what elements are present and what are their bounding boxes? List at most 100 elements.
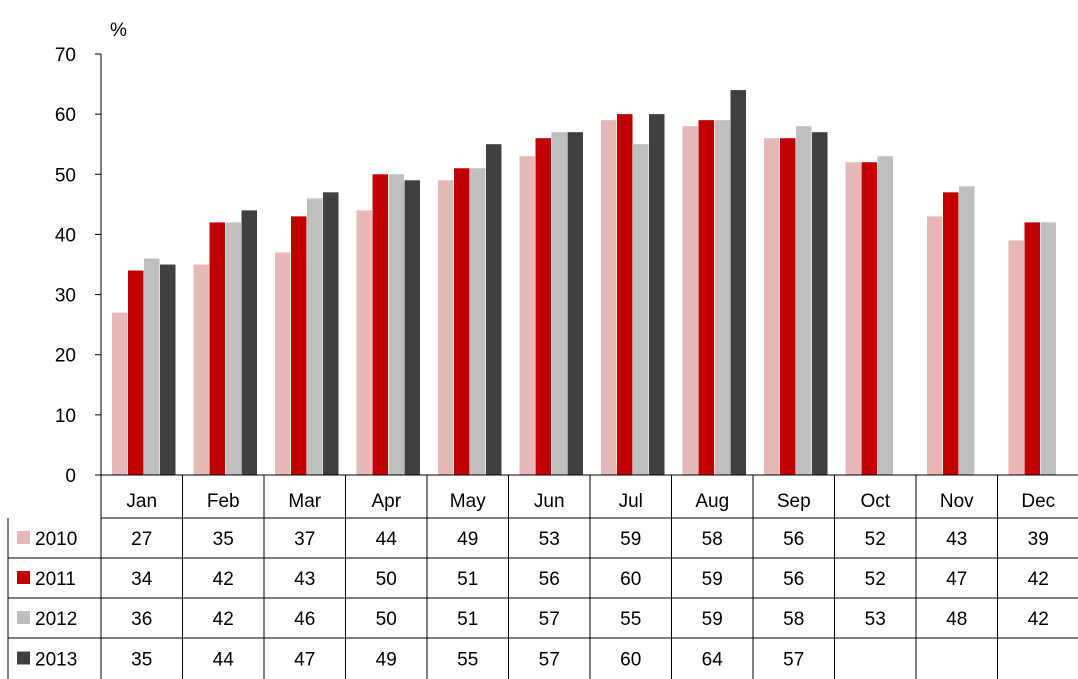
legend-swatch [17,571,30,584]
table-cell-value: 49 [376,650,397,671]
x-tick-label: Feb [207,491,240,512]
table-cell-value: 42 [213,609,234,630]
bar-2010-apr [356,210,372,475]
bar-2011-jan [128,270,144,475]
table-cell-value: 53 [539,529,560,550]
bar-2011-jun [535,138,551,475]
bar-2011-may [454,168,470,475]
bar-2010-nov [927,216,943,475]
x-tick-label: Apr [371,491,401,512]
bar-2012-sep [796,126,812,476]
bar-2012-jul [633,144,649,475]
x-tick-label: Jun [534,491,565,512]
bar-2013-aug [730,90,746,475]
bar-2013-sep [812,132,828,475]
table-cell-value: 43 [946,529,967,550]
table-cell-value: 51 [457,569,478,590]
x-tick-label: Oct [860,491,890,512]
bar-2012-jan [144,258,160,475]
table-cell-value: 59 [702,569,723,590]
table-cell-value: 42 [213,569,234,590]
x-tick-label: Aug [695,491,729,512]
table-cell-value: 55 [457,650,478,671]
table-cell-value: 42 [1028,609,1049,630]
table-cell-value: 43 [294,569,315,590]
table-cell-value: 60 [620,569,641,590]
bar-2010-sep [764,138,780,475]
table-cell-value: 59 [702,609,723,630]
bar-2010-jan [112,312,128,475]
table-cell-value: 44 [376,529,398,550]
table-cell-value: 47 [294,650,315,671]
bar-2010-aug [682,126,698,476]
bar-2010-jun [519,156,535,475]
table-cell-value: 56 [783,529,804,550]
table-cell-value: 52 [865,529,886,550]
data-table: Jan Feb Mar Apr May Jun Jul Aug Sep Oct Nov Dec 2010… [7,474,1078,679]
bar-2010-jul [601,120,617,476]
table-cell-value: 58 [702,529,723,550]
table-cell-value: 46 [294,609,315,630]
bar-2011-oct [861,162,877,475]
legend-label: 2013 [35,650,77,671]
bar-2010-feb [193,264,209,475]
x-tick-label: Jul [619,491,643,512]
bar-2011-dec [1024,222,1040,475]
bar-2011-jul [617,114,633,476]
bar-2012-aug [714,120,730,476]
bar-2013-may [486,144,502,475]
bar-2012-nov [959,186,975,476]
legend-label: 2012 [35,609,77,630]
y-tick-label: 20 [55,346,76,367]
bar-2012-feb [225,222,241,475]
bar-2013-jun [567,132,583,475]
y-tick-label: 30 [55,286,76,307]
y-tick-label: 50 [55,165,76,186]
x-tick-label: Sep [777,491,811,512]
bar-2010-dec [1008,240,1024,475]
table-cell-value: 42 [1028,569,1049,590]
bar-2013-jul [649,114,665,476]
table-cell-value: 34 [131,569,153,590]
x-tick-label: May [450,491,486,512]
legend-swatch [17,611,30,624]
bar-2010-oct [845,162,861,475]
bar-2012-dec [1040,222,1056,475]
table-cell-value: 53 [865,609,886,630]
table-cell-value: 50 [376,569,397,590]
table-cell-value: 39 [1028,529,1049,550]
y-tick-label: 0 [65,466,76,487]
table-cell-value: 56 [783,569,804,590]
y-tick-label: 60 [55,105,76,126]
bar-2012-jun [551,132,567,475]
y-tick-label: 10 [55,406,76,427]
table-cell-value: 27 [131,529,152,550]
table-cell-value: 49 [457,529,478,550]
bar-2011-aug [698,120,714,476]
table-cell-value: 35 [131,650,152,671]
table-cell-value: 51 [457,609,478,630]
bar-2012-may [470,168,486,475]
bar-2011-apr [372,174,388,476]
y-tick-label: 40 [55,225,76,246]
table-cell-value: 44 [213,650,235,671]
table-cell-value: 48 [946,609,967,630]
y-axis-unit-label: % [110,20,127,41]
table-cell-value: 60 [620,650,641,671]
table-cell-value: 64 [702,650,724,671]
x-tick-label: Nov [940,491,974,512]
bar-2013-jan [160,264,176,475]
y-tick-label: 70 [55,45,76,66]
legend-swatch [17,531,30,544]
table-cell-value: 47 [946,569,967,590]
bar-2010-mar [275,252,291,475]
table-cell-value: 55 [620,609,641,630]
bar-2010-may [438,180,454,476]
bar-2013-mar [323,192,339,476]
legend-swatch [17,651,30,665]
legend-label: 2011 [35,569,76,590]
table-cell-value: 50 [376,609,397,630]
table-cell-value: 36 [131,609,152,630]
bar-2011-sep [780,138,796,475]
